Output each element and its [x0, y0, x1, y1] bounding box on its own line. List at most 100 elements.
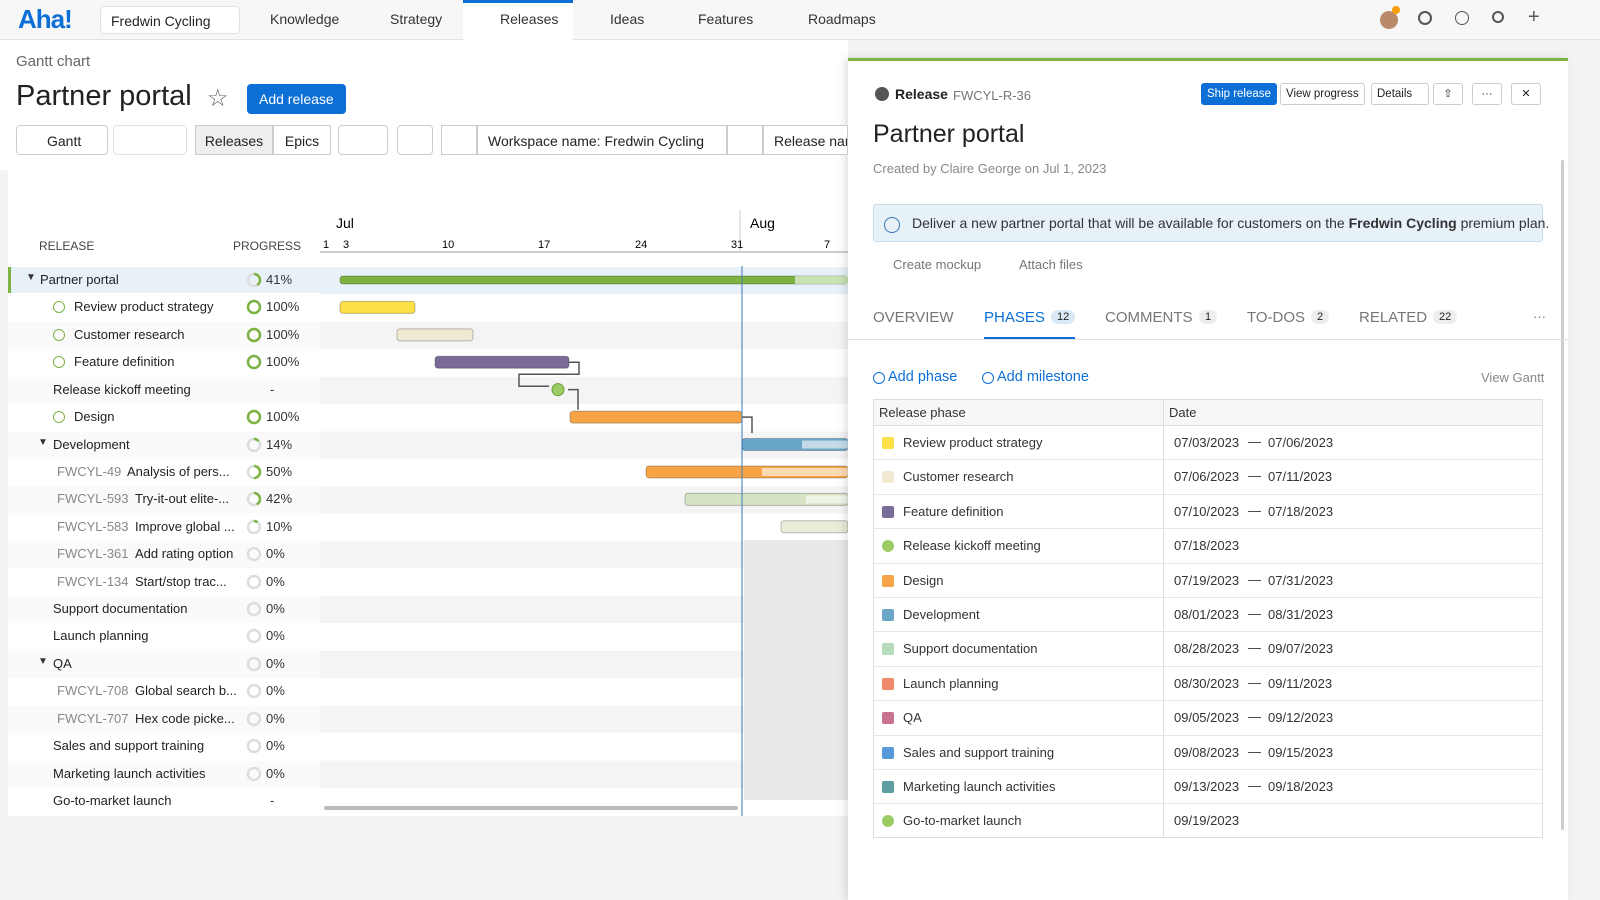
row-name[interactable]: Design [74, 409, 115, 425]
filter-icon [727, 125, 763, 155]
row-name[interactable]: Feature definition [74, 354, 175, 370]
row-name[interactable]: Review product strategy [74, 299, 214, 315]
phase-name[interactable]: Support documentation [903, 641, 1038, 657]
progress-ring [246, 300, 262, 315]
phase-name[interactable]: Development [903, 607, 980, 622]
row-name[interactable]: Hex code picke... [135, 710, 235, 726]
add-phase[interactable]: Add phase [888, 369, 958, 385]
phase-start: 08/01/2023 [1174, 607, 1240, 622]
row-name[interactable]: Improve global ... [135, 518, 235, 534]
row-name[interactable]: Release kickoff meeting [53, 381, 191, 397]
panel-tab[interactable]: OVERVIEW [873, 309, 954, 326]
row-name[interactable]: QA [53, 655, 72, 671]
phase-name[interactable]: Customer research [903, 469, 1014, 485]
workspace-filter[interactable]: Workspace name: Fredwin Cycling [477, 125, 728, 155]
nav-item[interactable]: Features [698, 11, 754, 27]
toolbar-tab[interactable]: Releases [195, 125, 273, 155]
panel-icon-button[interactable]: ··· [1472, 83, 1502, 105]
nav-item[interactable]: Ideas [610, 11, 645, 27]
panel-tab[interactable]: PHASES [984, 309, 1045, 326]
help-icon[interactable] [1455, 11, 1469, 25]
row-name[interactable]: Add rating option [135, 546, 234, 562]
settings-icon[interactable] [1418, 11, 1432, 25]
phase-name[interactable]: Marketing launch activities [903, 779, 1056, 794]
toolbar-tab[interactable]: Epics [273, 125, 331, 155]
panel-button[interactable]: View progress [1280, 83, 1365, 105]
view-select[interactable]: Gantt [16, 125, 109, 155]
row-name[interactable]: Sales and support training [53, 738, 205, 754]
panel-button[interactable]: Details [1371, 83, 1430, 105]
day-label: 31 [731, 239, 743, 251]
progress-ring [246, 437, 262, 452]
nav-item[interactable]: Strategy [390, 11, 443, 27]
expand-caret[interactable]: ▼ [26, 272, 36, 283]
phase-end: 09/18/2023 [1268, 779, 1334, 794]
phase-name[interactable]: Release kickoff meeting [903, 538, 1041, 554]
filter-icon [441, 125, 477, 155]
row-name[interactable]: Launch planning [53, 628, 149, 644]
search-icon[interactable] [1492, 11, 1504, 23]
dependency [568, 388, 579, 410]
view-gantt[interactable]: View Gantt [1481, 370, 1545, 385]
nav-item[interactable]: Roadmaps [808, 11, 876, 27]
release-filter[interactable]: Release nam [763, 125, 848, 155]
progress-ring [246, 409, 262, 425]
expand-caret[interactable]: ▼ [38, 436, 48, 448]
workspace-select[interactable]: Fredwin Cycling [100, 6, 240, 34]
phase-swatch [882, 815, 894, 828]
panel-tab[interactable]: COMMENTS [1105, 309, 1193, 326]
row-name[interactable]: Go-to-market launch [53, 792, 172, 808]
progress-label: 0% [266, 546, 285, 562]
row-name[interactable]: Try-it-out elite-... [135, 491, 230, 507]
row-name[interactable]: Start/stop trac... [135, 573, 227, 589]
row-name[interactable]: Partner portal [40, 272, 119, 287]
row-name[interactable]: Customer research [74, 326, 185, 342]
row-stripe [320, 376, 848, 404]
phase-name[interactable]: Review product strategy [903, 435, 1043, 450]
phase-name[interactable]: Sales and support training [903, 744, 1055, 760]
nav-item[interactable]: Knowledge [270, 11, 340, 27]
filter-button[interactable] [397, 125, 433, 155]
progress-ring [246, 711, 262, 726]
panel-action[interactable]: Create mockup [893, 257, 982, 272]
logo[interactable]: Aha! [18, 4, 73, 34]
progress-label: 100% [266, 354, 300, 370]
progress-ring [246, 519, 262, 535]
panel-icon-button[interactable]: ⇧ [1433, 83, 1463, 105]
phase-swatch [882, 437, 894, 449]
day-label: 3 [343, 239, 349, 251]
tabs-more[interactable]: ··· [1533, 309, 1546, 324]
add-icon[interactable]: + [1528, 6, 1540, 28]
add-release-button[interactable]: Add release [247, 84, 346, 114]
panel-action[interactable]: Attach files [1019, 257, 1083, 272]
phase-name[interactable]: Launch planning [903, 675, 999, 691]
row-stripe [8, 431, 320, 459]
phase-start: 07/06/2023 [1174, 469, 1240, 485]
row-name[interactable]: Development [53, 436, 130, 452]
phase-name[interactable]: Design [903, 572, 944, 588]
phase-name[interactable]: Feature definition [903, 503, 1004, 519]
ring-track [246, 629, 262, 644]
row-name[interactable]: Support documentation [53, 601, 188, 617]
gantt-bar [780, 520, 848, 534]
phase-name[interactable]: QA [903, 710, 922, 726]
ring-track [246, 519, 262, 535]
add-milestone[interactable]: Add milestone [997, 369, 1089, 385]
panel-tab[interactable]: RELATED [1359, 309, 1428, 326]
row-name[interactable]: Analysis of pers... [127, 463, 230, 479]
panel-icon-button[interactable]: ✕ [1511, 83, 1541, 105]
progress-label: 0% [266, 601, 285, 617]
row-name[interactable]: Marketing launch activities [53, 765, 206, 781]
nav-item[interactable]: Releases [500, 11, 559, 27]
panel-button[interactable]: Ship release [1201, 83, 1277, 105]
phase-name[interactable]: Go-to-market launch [903, 813, 1022, 829]
row-name[interactable]: Global search b... [135, 683, 237, 699]
star-icon[interactable]: ☆ [207, 85, 229, 112]
panel-tab[interactable]: TO-DOS [1247, 309, 1306, 326]
progress-label: 100% [266, 326, 300, 342]
settings-button[interactable] [338, 125, 388, 155]
phase-swatch [882, 505, 894, 518]
avatar[interactable] [1380, 11, 1398, 29]
row-id: FWCYL-708 [57, 683, 129, 699]
expand-caret[interactable]: ▼ [38, 655, 48, 667]
